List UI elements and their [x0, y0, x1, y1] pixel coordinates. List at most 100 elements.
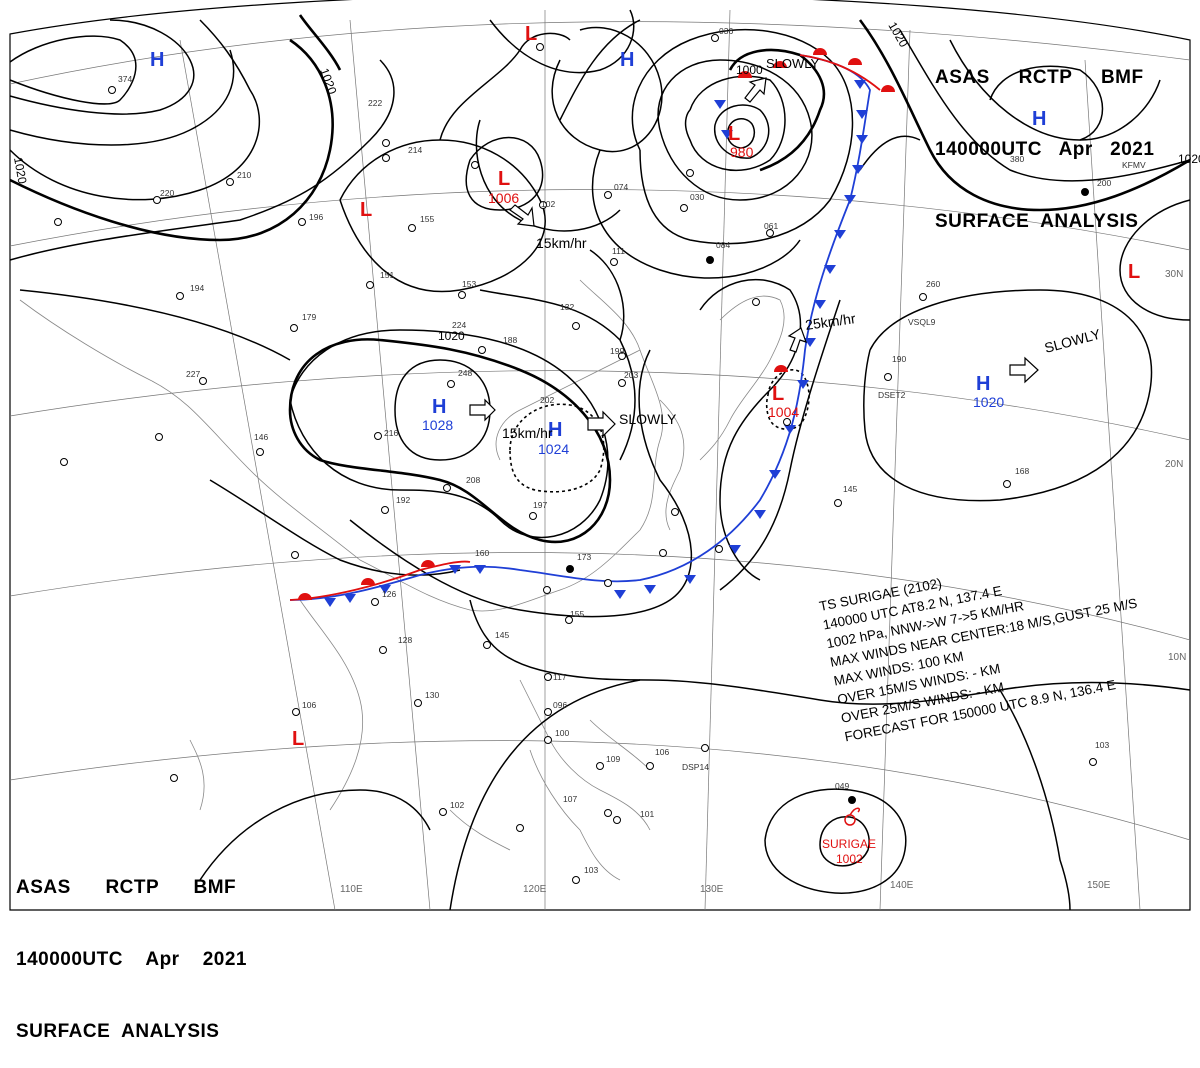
high-center: H [1032, 108, 1046, 130]
low-center: L [498, 168, 510, 190]
station-label: 227 [186, 369, 200, 379]
warm-front-semicircle [421, 560, 435, 567]
station-label: 155 [570, 609, 584, 619]
longitude-label: 120E [523, 884, 547, 895]
station-label: 260 [926, 279, 940, 289]
station-label: 145 [495, 630, 509, 640]
station-label: 173 [577, 552, 591, 562]
high-center: H [150, 49, 164, 71]
cold-front-triangle [324, 598, 336, 607]
warm-front-segment-2 [289, 560, 471, 601]
high-center: H [976, 373, 990, 395]
cold-front-triangle [844, 195, 856, 204]
typhoon-marker: SURIGAE 1002 [822, 807, 876, 866]
cold-front-triangle [784, 425, 796, 434]
cold-front-triangle [852, 165, 864, 174]
station-label: 061 [764, 221, 778, 231]
station-label: 036 [719, 26, 733, 36]
station-label: 106 [655, 747, 669, 757]
longitude-label: 110E [340, 884, 363, 895]
cold-front-triangle [804, 338, 816, 347]
cold-front-triangle [344, 594, 356, 603]
station-label: 374 [118, 74, 132, 84]
warm-front-semicircle [298, 593, 312, 600]
isobar-label: 1020 [1178, 152, 1200, 166]
warm-front-semicircle [848, 58, 862, 65]
cold-front-triangle [856, 135, 868, 144]
isobar-label: 1020 [11, 156, 29, 185]
isobar-label: 1020 [438, 329, 465, 343]
cold-front-triangle [824, 265, 836, 274]
station-label: 155 [420, 214, 434, 224]
longitude-label: 150E [1087, 880, 1111, 891]
latitude-label: 30N [1165, 269, 1183, 280]
cold-front-triangle [449, 565, 461, 574]
cold-front-triangle [754, 510, 766, 519]
station-label: 168 [1015, 466, 1029, 476]
isobars-1020 [9, 14, 1191, 544]
map-frame [9, 0, 1191, 911]
header-line: SURFACE ANALYSIS [935, 211, 1139, 232]
high-center: H [620, 49, 634, 71]
station-label: 202 [540, 395, 554, 405]
longitude-label: 140E [890, 880, 914, 891]
station-label: 128 [398, 635, 412, 645]
cold-front-triangle [834, 230, 846, 239]
typhoon-info: TS SURIGAE (2102) 140000 UTC AT8.2 N, 13… [818, 575, 1139, 744]
station-label: 100 [555, 728, 569, 738]
longitude-label: 130E [700, 884, 724, 895]
station-label: 197 [533, 500, 547, 510]
header-line: ASAS RCTP BMF [16, 877, 237, 898]
station-label: 210 [237, 170, 251, 180]
low-center: L [728, 123, 740, 145]
station-label: 151 [380, 270, 394, 280]
station-label: 103 [1095, 740, 1109, 750]
warm-front-semicircle [881, 85, 895, 92]
isobar-label: 1020 [317, 66, 339, 96]
low-center-value: 980 [730, 144, 754, 160]
station-label: 203 [624, 370, 638, 380]
header-top-right: ASAS RCTP BMF 140000UTC Apr 2021 SURFACE… [935, 18, 1154, 258]
high-center-value: 1028 [422, 417, 453, 433]
station-label: 146 [254, 432, 268, 442]
cold-front-triangle [854, 80, 866, 89]
station-label: 102 [541, 199, 555, 209]
cold-front-triangle [769, 470, 781, 479]
station-label: 106 [302, 700, 316, 710]
station-label: 192 [396, 495, 410, 505]
station-label: KFMV [1122, 160, 1146, 170]
motion-label: 15km/hr [502, 425, 553, 441]
fronts [289, 54, 881, 601]
station-label: 248 [458, 368, 472, 378]
weather-map: 374 222 214 210 220 196 155 151 153 179 … [9, 0, 1200, 911]
front-symbols [298, 48, 895, 607]
header-line: ASAS RCTP BMF [935, 67, 1144, 88]
station-label: 096 [553, 700, 567, 710]
header-bottom-left: ASAS RCTP BMF 140000UTC Apr 2021 SURFACE… [16, 828, 247, 1068]
warm-front-semicircle [774, 365, 788, 372]
motion-label: 25km/hr [804, 310, 857, 333]
cold-front-triangle [379, 585, 391, 594]
station-label: 107 [563, 794, 577, 804]
motion-arrows [469, 77, 1039, 438]
station-labels: 374 222 214 210 220 196 155 151 153 179 … [118, 26, 1146, 875]
motion-label: SLOWLY [619, 411, 677, 427]
low-center: L [1128, 261, 1140, 283]
station-label: 224 [452, 320, 466, 330]
cold-front-triangle [729, 545, 741, 554]
center-circles [509, 369, 810, 493]
station-label: 130 [425, 690, 439, 700]
station-label: 194 [190, 283, 204, 293]
cold-front-triangle [797, 380, 809, 389]
cold-front-triangle [474, 565, 486, 574]
station-label: 102 [450, 800, 464, 810]
station-label: DSET2 [878, 390, 906, 400]
station-label: 049 [835, 781, 849, 791]
warm-front-semicircle [361, 578, 375, 585]
station-label: 101 [640, 809, 654, 819]
isobar-label: 1000 [736, 63, 763, 77]
station-label: 030 [690, 192, 704, 202]
station-label: 179 [302, 312, 316, 322]
high-center: H [548, 419, 562, 441]
isobar-label: 1020 [885, 20, 911, 50]
